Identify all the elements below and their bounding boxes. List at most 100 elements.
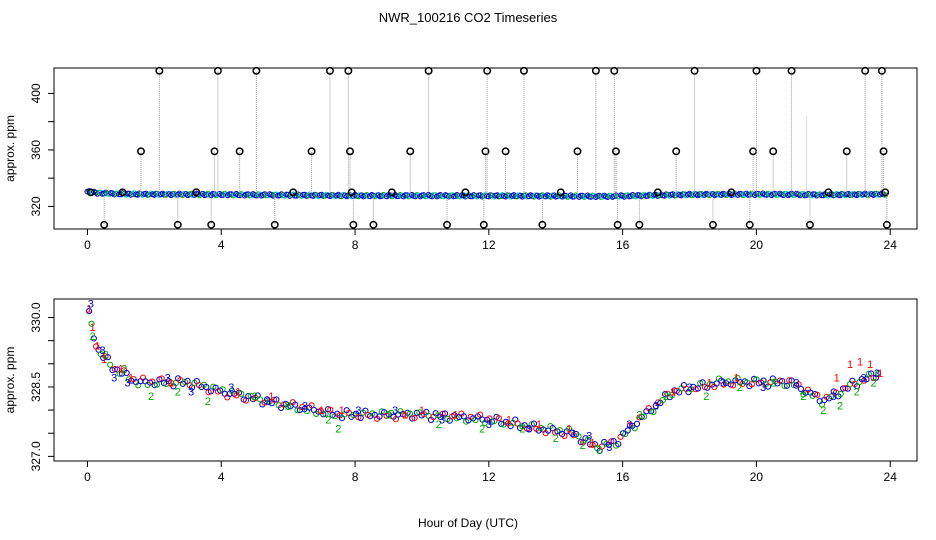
spike-point <box>690 66 699 75</box>
series-marker: 1 <box>506 414 512 426</box>
spike-point <box>86 188 95 197</box>
series-marker: 3 <box>355 405 361 417</box>
series-marker: 2 <box>148 391 154 403</box>
series-marker: 2 <box>519 424 525 436</box>
spike-point <box>806 220 814 229</box>
spike-point <box>538 220 547 229</box>
series-marker: 1 <box>566 424 572 436</box>
series-marker: 1 <box>670 387 676 399</box>
trend-point <box>865 370 872 377</box>
spike-point <box>752 66 761 75</box>
x-tick-label: 24 <box>884 238 898 252</box>
series-marker: 2 <box>335 424 341 436</box>
series-marker: 3 <box>302 401 308 413</box>
trend-point <box>526 426 533 433</box>
spike-point <box>769 147 778 156</box>
spike-point <box>481 147 490 156</box>
spike-point <box>709 220 717 229</box>
trend-point <box>406 410 413 417</box>
spike-point <box>137 147 145 156</box>
trend-point <box>327 406 334 413</box>
trend-point <box>633 420 641 427</box>
trend-point <box>706 381 713 388</box>
series-marker: 2 <box>579 440 585 452</box>
spike-point <box>387 188 396 197</box>
trend-point <box>238 390 245 397</box>
series-marker: 1 <box>235 387 241 399</box>
series-marker: 2 <box>325 414 331 426</box>
x-tick-label: 4 <box>218 470 225 484</box>
spike-point <box>591 66 600 75</box>
series-marker: 2 <box>770 377 776 389</box>
series-marker: 3 <box>165 373 171 385</box>
spike-point <box>483 66 492 75</box>
series-marker: 2 <box>175 387 181 399</box>
trend-point <box>256 396 264 403</box>
spike-point <box>653 188 662 197</box>
series-marker: 2 <box>800 391 806 403</box>
series-marker: 3 <box>88 299 94 311</box>
series-marker: 1 <box>118 363 124 375</box>
trend-point <box>523 425 531 432</box>
trend-point <box>729 382 737 389</box>
trend-point <box>779 378 786 385</box>
series-marker: 3 <box>720 377 726 389</box>
series-marker: 1 <box>733 373 739 385</box>
trend-point <box>441 410 449 417</box>
spike-point <box>461 188 470 197</box>
x-tick-label: 0 <box>84 470 91 484</box>
series-marker: 1 <box>89 322 95 334</box>
series-marker: 1 <box>402 410 408 422</box>
spike-point <box>501 147 510 156</box>
series-marker: 3 <box>125 377 131 389</box>
spike-point <box>100 220 109 229</box>
series-marker: 1 <box>339 405 345 417</box>
series-marker: 2 <box>870 377 876 389</box>
series-marker: 2 <box>436 419 442 431</box>
series-marker: 3 <box>111 373 117 385</box>
trend-point <box>409 415 416 422</box>
series-marker: 1 <box>589 438 595 450</box>
series-marker: 3 <box>794 377 800 389</box>
trend-point <box>783 382 791 389</box>
series-marker: 3 <box>99 345 105 357</box>
series-marker: 3 <box>626 419 632 431</box>
x-tick-label: 20 <box>750 470 764 484</box>
series-marker: 2 <box>854 387 860 399</box>
spike-point <box>479 220 488 229</box>
trend-point <box>116 370 123 377</box>
trend-point <box>439 410 446 417</box>
spike-point <box>307 147 316 156</box>
series-marker: 1 <box>867 359 873 371</box>
spike-point <box>155 66 164 75</box>
series-marker: 1 <box>877 368 883 380</box>
series-marker: 3 <box>586 431 592 443</box>
trend-point <box>294 407 301 414</box>
trend-point <box>308 402 315 409</box>
series-marker: 3 <box>874 368 880 380</box>
spike-point <box>347 188 356 197</box>
series-marker: 1 <box>419 405 425 417</box>
series-marker: 3 <box>653 401 659 413</box>
series-marker: 1 <box>707 377 713 389</box>
spike-point <box>881 188 890 197</box>
series-marker: 1 <box>319 405 325 417</box>
trend-point <box>870 374 877 382</box>
series-marker: 2 <box>205 396 211 408</box>
trend-point <box>495 415 502 422</box>
trend-point <box>814 391 821 398</box>
spike-point <box>842 147 851 156</box>
spike-point <box>520 66 528 75</box>
trend-point <box>713 380 720 387</box>
x-tick-label: 16 <box>616 238 630 252</box>
trend-point <box>320 411 327 418</box>
series-marker: 3 <box>188 387 194 399</box>
trend-point <box>610 438 617 445</box>
trend-point <box>104 354 112 361</box>
spike-point <box>118 188 127 197</box>
series-marker: 2 <box>837 401 843 413</box>
spike-point <box>612 147 620 156</box>
